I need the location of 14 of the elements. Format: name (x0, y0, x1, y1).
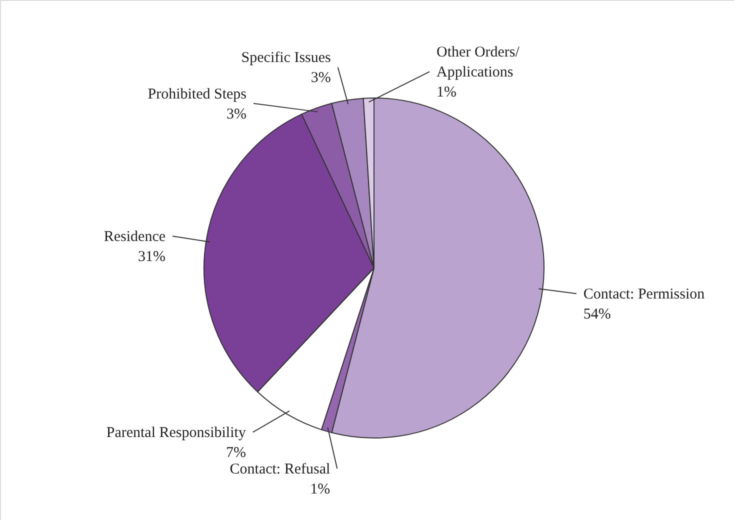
data-label: 3% (226, 106, 247, 122)
data-label: 54% (583, 306, 611, 323)
slice-label: Other Orders/ Applications (436, 44, 520, 81)
slice-label: Residence (104, 229, 166, 246)
slice-label: Specific Issues (241, 50, 332, 66)
slice-label: Prohibited Steps (148, 86, 247, 102)
data-label: 31% (138, 249, 166, 266)
slice-label: Contact: Refusal (230, 462, 330, 478)
data-label: 1% (436, 84, 457, 101)
data-label: 7% (226, 445, 246, 462)
data-label: 1% (310, 482, 330, 498)
slice-label: Contact: Permission (583, 286, 706, 303)
data-label: 3% (310, 70, 331, 86)
slice-label: Parental Responsibility (106, 425, 246, 442)
